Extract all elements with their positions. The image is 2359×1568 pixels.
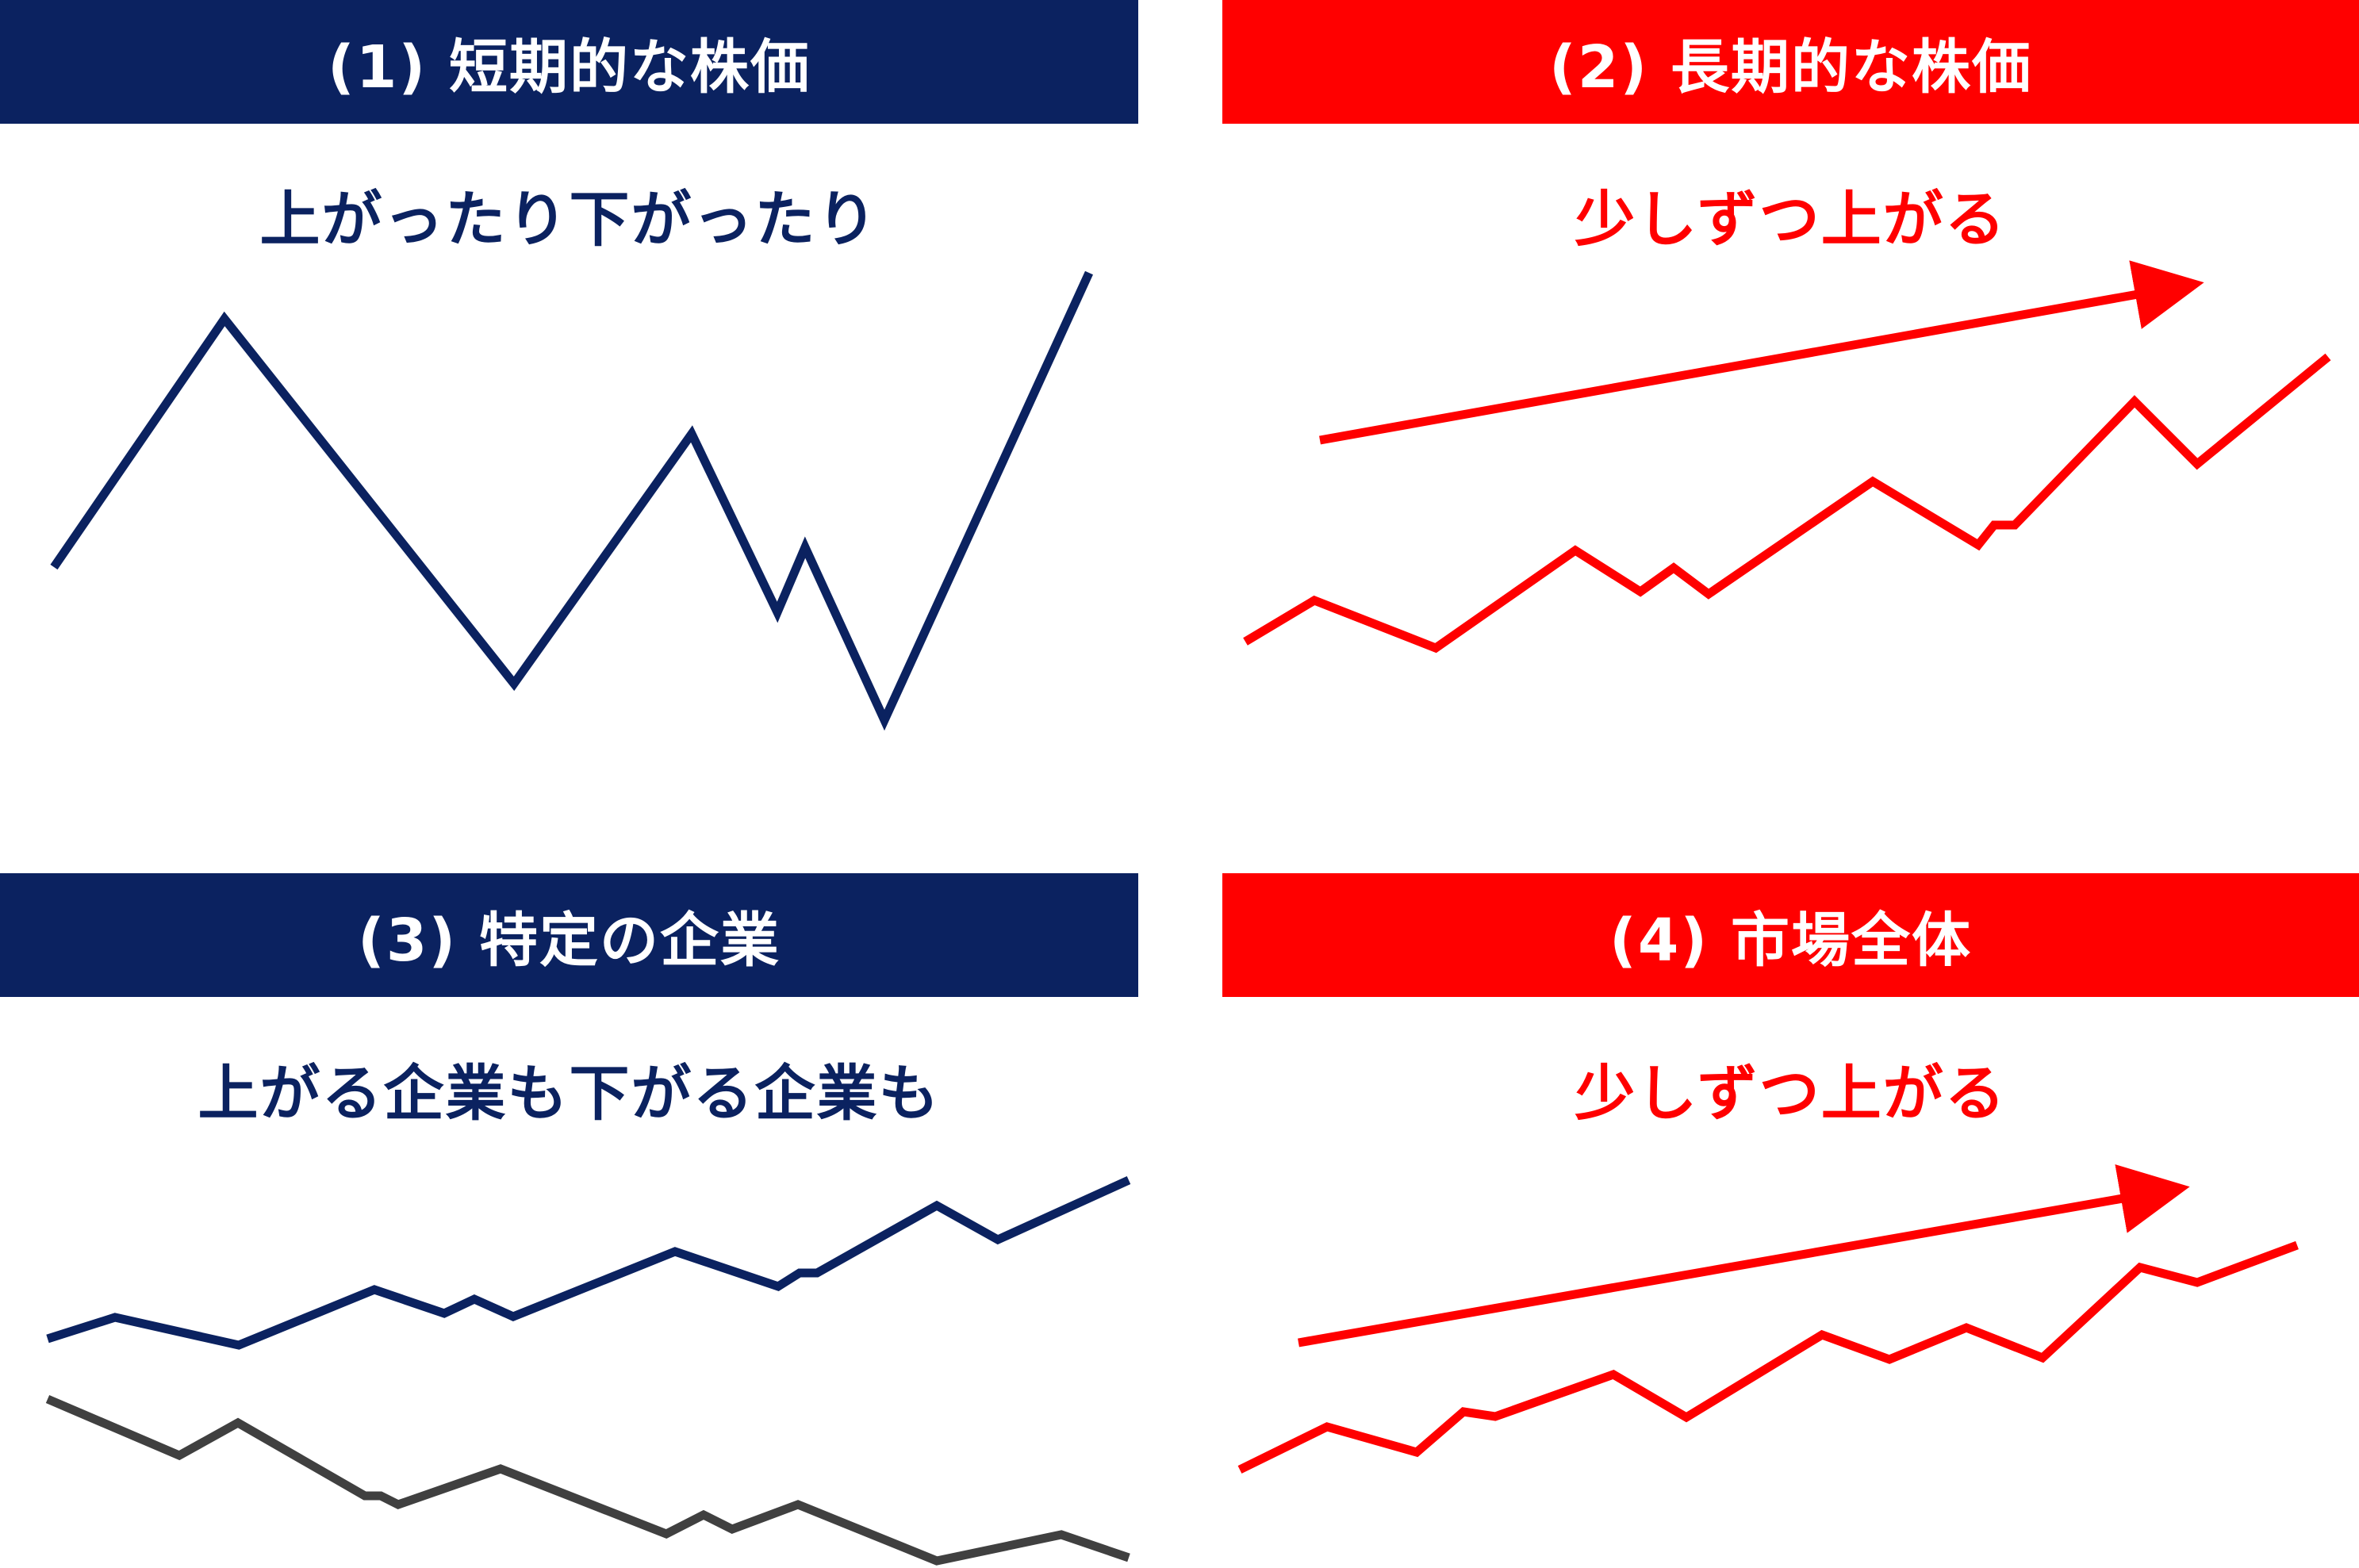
panel-title-banner: (1) 短期的な株価 bbox=[0, 0, 1138, 124]
panel-subtitle: 上がったり下がったり bbox=[259, 184, 879, 255]
long-term-trend-arrow bbox=[1319, 260, 2204, 445]
market-overall-line bbox=[1237, 1240, 2299, 1474]
panel-title: (3) 特定の企業 bbox=[358, 906, 781, 975]
short-term-price-line bbox=[50, 270, 1094, 731]
falling-company-line bbox=[45, 1394, 1130, 1566]
panel-subtitle: 上がる企業も下がる企業も bbox=[198, 1058, 941, 1129]
market-trend-arrow bbox=[1298, 1164, 2190, 1348]
panel-title: (4) 市場全体 bbox=[1609, 906, 1972, 975]
rising-company-line bbox=[46, 1175, 1131, 1350]
panel-title: (2) 長期的な株価 bbox=[1549, 33, 2032, 102]
panel-title-banner: (2) 長期的な株価 bbox=[1222, 0, 2359, 124]
panel-subtitle: 少しずつ上がる bbox=[1575, 1058, 2007, 1129]
long-term-price-line bbox=[1243, 353, 2331, 654]
panel-title-banner: (4) 市場全体 bbox=[1222, 873, 2359, 997]
panel-title: (1) 短期的な株価 bbox=[328, 33, 811, 102]
panel-subtitle: 少しずつ上がる bbox=[1575, 184, 2007, 255]
panel-title-banner: (3) 特定の企業 bbox=[0, 873, 1138, 997]
